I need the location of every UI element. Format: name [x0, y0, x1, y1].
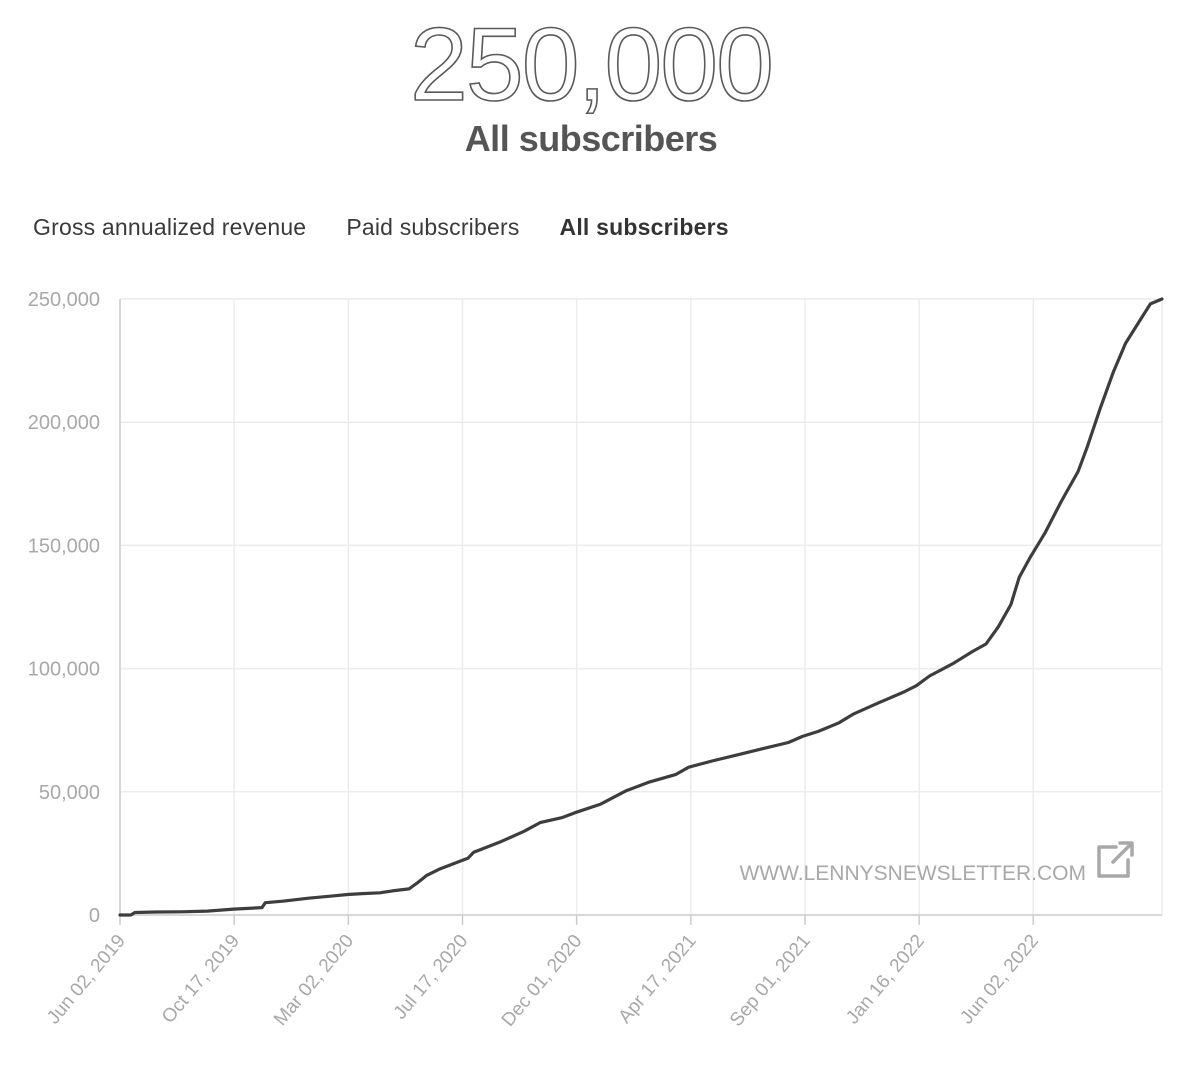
x-tick-label: Mar 02, 2020	[270, 931, 358, 1030]
y-tick-label: 50,000	[39, 782, 100, 804]
headline-label: All subscribers	[464, 118, 718, 159]
series-line-all-subscribers	[118, 297, 1164, 917]
tab-paid-subscribers[interactable]: Paid subscribers	[346, 214, 520, 240]
x-tick-label: Sep 01, 2021	[726, 931, 815, 1031]
headline-value: 250,000	[409, 7, 775, 123]
x-tick-label: Oct 17, 2019	[158, 931, 244, 1028]
chart-axes	[119, 299, 1162, 925]
x-tick-label: Jul 17, 2020	[390, 931, 473, 1024]
x-tick-label: Jun 02, 2019	[43, 931, 130, 1029]
y-tick-label: 100,000	[28, 659, 100, 681]
y-tick-label: 0	[89, 905, 100, 927]
x-tick-label: Jun 02, 2022	[956, 931, 1043, 1029]
tab-all-subscribers[interactable]: All subscribers	[559, 214, 729, 240]
watermark-text: WWW.LENNYSNEWSLETTER.COM	[739, 862, 1086, 885]
x-tick-label: Jan 16, 2022	[842, 931, 929, 1029]
y-tick-label: 150,000	[28, 535, 100, 557]
y-axis-ticks: 0 50,000 100,000 150,000 200,000 250,000	[28, 289, 100, 927]
x-tick-label: Dec 01, 2020	[498, 931, 587, 1031]
x-axis-ticks: Jun 02, 2019 Oct 17, 2019 Mar 02, 2020 Jul …	[43, 931, 1043, 1031]
y-tick-label: 250,000	[28, 289, 100, 311]
chart-grid	[119, 298, 1163, 915]
y-tick-label: 200,000	[28, 412, 100, 434]
metric-tabs: Gross annualized revenue Paid subscriber…	[33, 214, 729, 241]
x-tick-label: Apr 17, 2021	[615, 931, 701, 1028]
tab-gross-annualized-revenue[interactable]: Gross annualized revenue	[33, 214, 307, 240]
external-link-icon[interactable]	[1097, 841, 1134, 878]
